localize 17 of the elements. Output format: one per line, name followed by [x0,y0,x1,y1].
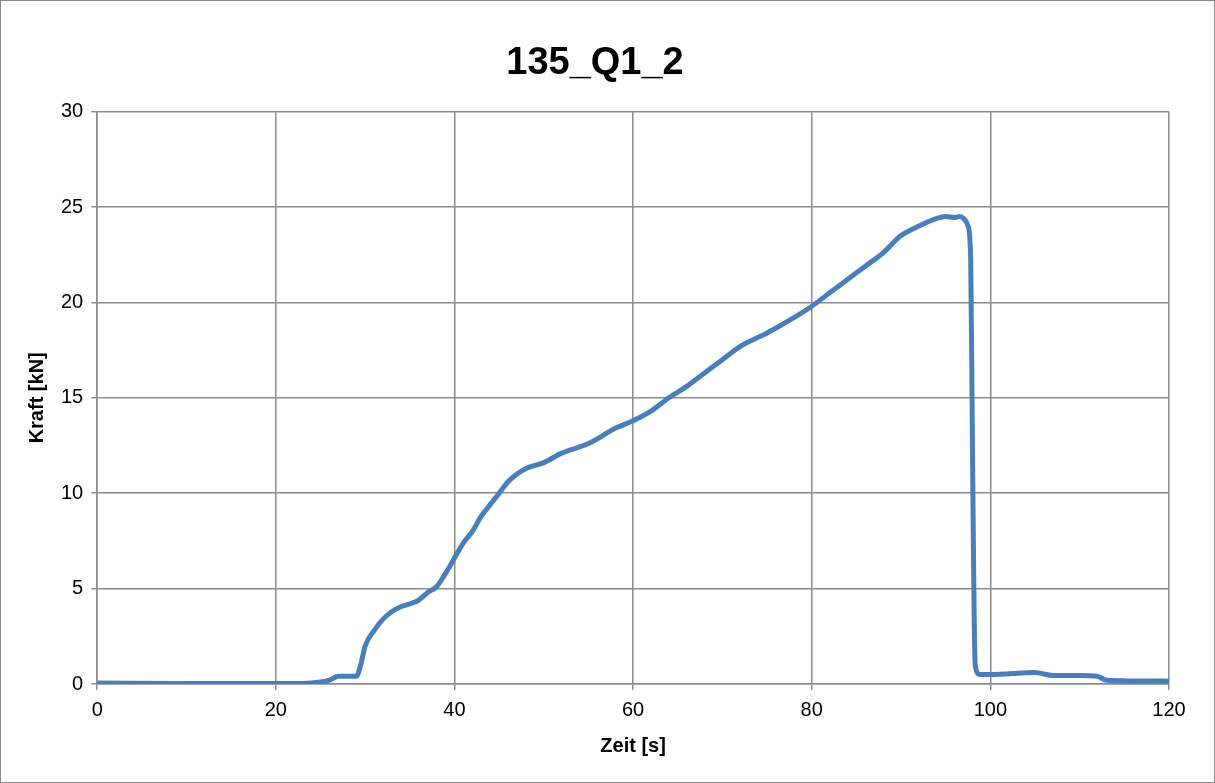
x-tick-label: 80 [800,697,823,720]
y-tick-label: 25 [61,194,84,217]
y-tick-label: 30 [61,99,84,122]
x-tick-label: 120 [1152,697,1186,720]
y-tick-label: 0 [72,671,84,694]
y-axis-title: Kraft [kN] [24,352,47,444]
y-tick-label: 10 [61,480,84,503]
x-axis-title: Zeit [s] [600,733,666,756]
chart-title: 135_Q1_2 [506,40,684,83]
y-tick-label: 15 [61,385,84,408]
y-tick-label: 5 [72,576,84,599]
x-tick-label: 20 [264,697,287,720]
x-tick-label: 0 [91,697,103,720]
x-tick-label: 100 [973,697,1008,720]
y-tick-label: 20 [61,289,84,312]
x-tick-label: 40 [443,697,466,720]
x-tick-label: 60 [622,697,645,720]
